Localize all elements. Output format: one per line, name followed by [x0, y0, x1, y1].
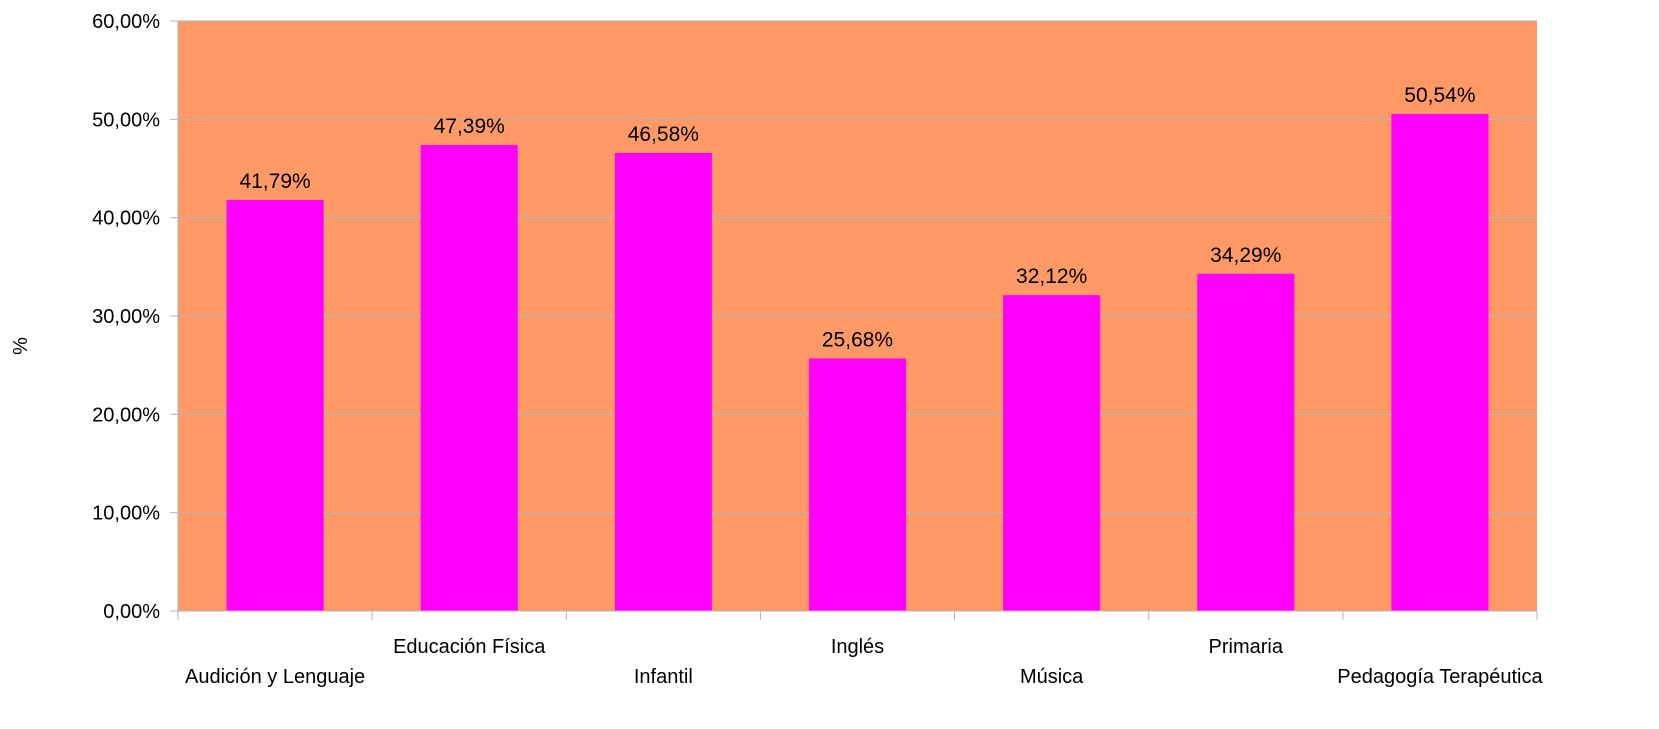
bar — [1003, 295, 1101, 611]
x-tick-labels: Audición y Lenguaje Educación Física Infan… — [185, 636, 1543, 688]
y-tick-label: 0,00% — [103, 601, 160, 623]
bar — [226, 200, 324, 611]
bars — [226, 114, 1489, 612]
x-tick-label: Música — [1020, 666, 1084, 688]
bar — [1391, 114, 1489, 612]
x-tick-label: Primaria — [1209, 636, 1284, 658]
data-label: 25,68% — [822, 328, 893, 351]
data-label: 47,39% — [434, 115, 505, 138]
x-tick-label: Educación Física — [393, 636, 546, 658]
data-labels: 41,79% 47,39% 46,58% 25,68% 32,12% 34,29% 50,5… — [239, 84, 1475, 351]
y-axis-label: % — [10, 337, 32, 355]
x-tick-label: Inglés — [831, 636, 884, 658]
y-tick-label: 60,00% — [92, 11, 160, 33]
y-tick-label: 50,00% — [92, 109, 160, 131]
axes — [177, 21, 1538, 620]
y-tick-label: 20,00% — [92, 404, 160, 426]
y-tick-label: 10,00% — [92, 503, 160, 525]
x-tick-label: Pedagogía Terapéutica — [1337, 666, 1543, 688]
y-tick-label: 40,00% — [92, 208, 160, 230]
data-label: 32,12% — [1016, 265, 1087, 288]
bar — [1197, 273, 1295, 611]
bar — [614, 152, 712, 612]
x-tick-label: Audición y Lenguaje — [185, 666, 365, 688]
bar — [808, 358, 907, 611]
x-tick-label: Infantil — [634, 666, 693, 688]
data-label: 41,79% — [239, 170, 310, 193]
y-tick-label: 30,00% — [92, 306, 160, 328]
data-label: 46,58% — [628, 123, 699, 146]
data-label: 34,29% — [1210, 244, 1281, 267]
y-tick-labels: 0,00% 10,00% 20,00% 30,00% 40,00% 50,00% 60,00… — [92, 11, 160, 623]
bar — [420, 144, 518, 611]
data-label: 50,54% — [1404, 84, 1475, 107]
